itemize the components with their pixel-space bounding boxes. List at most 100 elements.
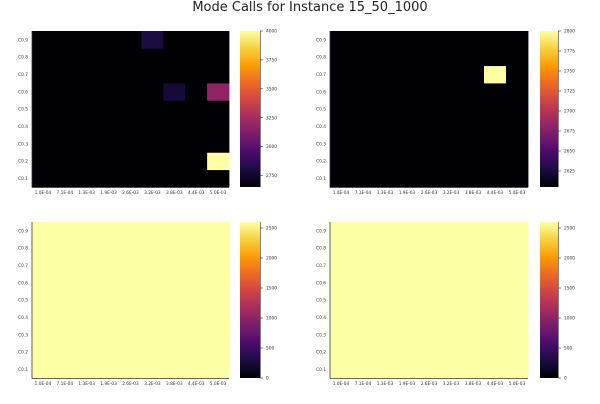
- heatmap-cell: [97, 222, 120, 240]
- heatmap-cell: [185, 65, 208, 84]
- heatmap-cell: [330, 360, 353, 379]
- colorbar-tick-label: 2750: [266, 173, 277, 179]
- heatmap-cell: [506, 169, 529, 188]
- colorbar: [540, 222, 558, 378]
- heatmap-cell: [163, 135, 186, 153]
- colorbar-tick-label: 1000: [266, 316, 277, 322]
- colorbar: [240, 222, 260, 378]
- heatmap-cell: [75, 291, 99, 310]
- heatmap-cell: [352, 117, 375, 136]
- heatmap-cell: [374, 65, 397, 84]
- heatmap-cell: [32, 48, 55, 67]
- heatmap-cell: [484, 83, 507, 101]
- y-tick-label: C0.3: [18, 332, 28, 338]
- heatmap-cell: [185, 100, 208, 119]
- heatmap-cell: [119, 48, 142, 67]
- heatmap-cell: [330, 135, 353, 153]
- x-tick-label: 5.0E-03: [210, 190, 227, 196]
- heatmap-cell: [484, 343, 507, 362]
- x-tick-label: 3.2E-03: [144, 190, 161, 196]
- heatmap-cell: [440, 274, 463, 292]
- heatmap-cell: [440, 65, 463, 84]
- x-tick-label: 2.6E-03: [421, 381, 438, 387]
- heatmap-cell: [97, 83, 120, 101]
- heatmap-cell: [163, 256, 186, 275]
- heatmap-cell: [352, 152, 375, 171]
- y-tick-label: C0.6: [316, 89, 326, 95]
- heatmap-cell: [440, 291, 463, 310]
- heatmap-cell: [185, 83, 208, 101]
- x-tick-label: 1.0E-04: [333, 381, 350, 387]
- heatmap-cell: [418, 152, 441, 171]
- heatmap-cell: [75, 308, 99, 327]
- colorbar-tick-label: 0: [266, 376, 269, 382]
- y-tick-label: C0.9: [316, 37, 326, 43]
- heatmap-cell: [141, 152, 164, 171]
- heatmap-cell: [440, 31, 463, 49]
- heatmap-cell: [396, 65, 419, 84]
- colorbar-tick-label: 2700: [564, 109, 575, 115]
- heatmap-cell: [97, 308, 120, 327]
- heatmap-cell: [462, 65, 485, 84]
- heatmap-cell: [462, 135, 485, 153]
- heatmap-cell: [396, 152, 419, 171]
- y-tick-label: C0.1: [316, 367, 326, 373]
- heatmap-cell: [374, 31, 397, 49]
- heatmap-cell: [352, 135, 375, 153]
- heatmap-cell: [330, 239, 353, 258]
- x-tick-label: 3.2E-03: [443, 381, 460, 387]
- heatmap-cell: [462, 256, 485, 275]
- heatmap-cell: [352, 100, 375, 119]
- heatmap-cell: [32, 326, 55, 344]
- heatmap-cell: [440, 117, 463, 136]
- heatmap-cell: [75, 256, 99, 275]
- x-tick-label: 4.4E-03: [188, 190, 205, 196]
- heatmap-cell: [53, 65, 77, 84]
- heatmap-cell: [207, 360, 230, 379]
- heatmap-cell: [163, 343, 186, 362]
- x-tick-label: 7.1E-04: [355, 190, 372, 196]
- heatmap-cell: [462, 274, 485, 292]
- heatmap-cell: [462, 31, 485, 49]
- heatmap-cell: [207, 117, 230, 136]
- heatmap-cell: [75, 135, 99, 153]
- heatmap-cell: [185, 326, 208, 344]
- heatmap-cell: [484, 291, 507, 310]
- colorbar-tick-label: 500: [564, 346, 572, 352]
- heatmap-cell: [462, 100, 485, 119]
- x-tick-label: 2.6E-03: [421, 190, 438, 196]
- heatmap-cell: [352, 274, 375, 292]
- heatmap-cell: [462, 343, 485, 362]
- heatmap-cell: [185, 152, 208, 171]
- y-tick-label: C0.9: [316, 228, 326, 234]
- heatmap-cell: [418, 274, 441, 292]
- y-tick-label: C0.9: [18, 37, 28, 43]
- colorbar-tick-label: 3500: [266, 86, 277, 92]
- heatmap-cell: [506, 65, 529, 84]
- heatmap-cell: [141, 274, 164, 292]
- x-tick-label: 3.2E-03: [443, 190, 460, 196]
- heatmap-cell: [462, 152, 485, 171]
- heatmap-cell: [330, 169, 353, 188]
- y-tick-label: C0.7: [316, 72, 326, 78]
- heatmap-cell: [141, 48, 164, 67]
- heatmap-cell: [440, 326, 463, 344]
- y-tick-label: C0.5: [316, 107, 326, 113]
- heatmap-cell: [352, 222, 375, 240]
- heatmap-cell: [97, 274, 120, 292]
- heatmap-cell: [185, 239, 208, 258]
- heatmap-cell: [462, 360, 485, 379]
- heatmap-cell: [396, 308, 419, 327]
- heatmap-cell: [97, 152, 120, 171]
- heatmap-cell: [418, 135, 441, 153]
- x-tick-label: 1.9E-03: [100, 190, 117, 196]
- heatmap-cell: [462, 291, 485, 310]
- heatmap-cell: [396, 31, 419, 49]
- heatmap-cell: [418, 360, 441, 379]
- y-tick-label: C0.7: [18, 263, 28, 269]
- heatmap-cell: [440, 360, 463, 379]
- heatmap-cell: [163, 100, 186, 119]
- heatmap-cell: [97, 135, 120, 153]
- heatmap-cell: [163, 65, 186, 84]
- heatmap-cell: [207, 343, 230, 362]
